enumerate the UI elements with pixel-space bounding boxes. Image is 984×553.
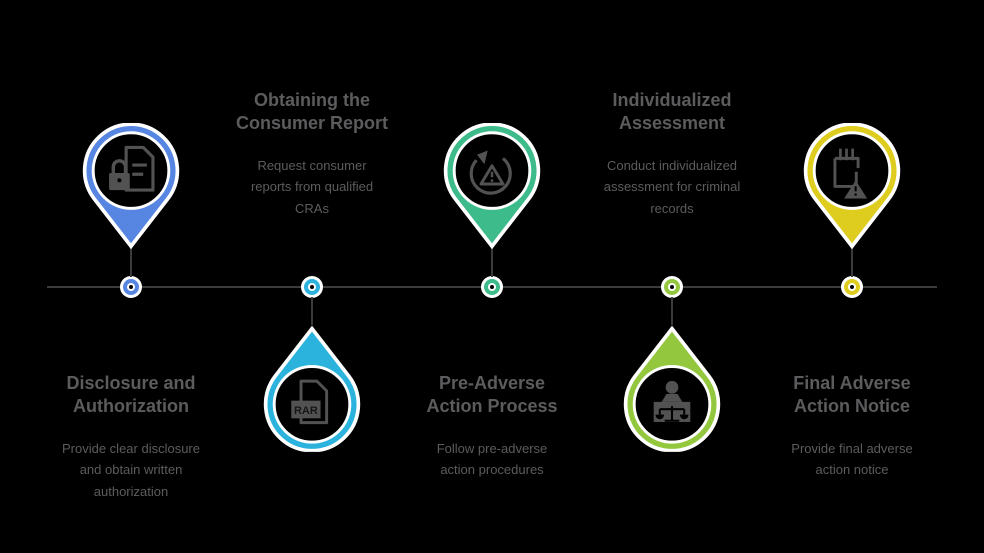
svg-text:RAR: RAR [294, 405, 318, 417]
